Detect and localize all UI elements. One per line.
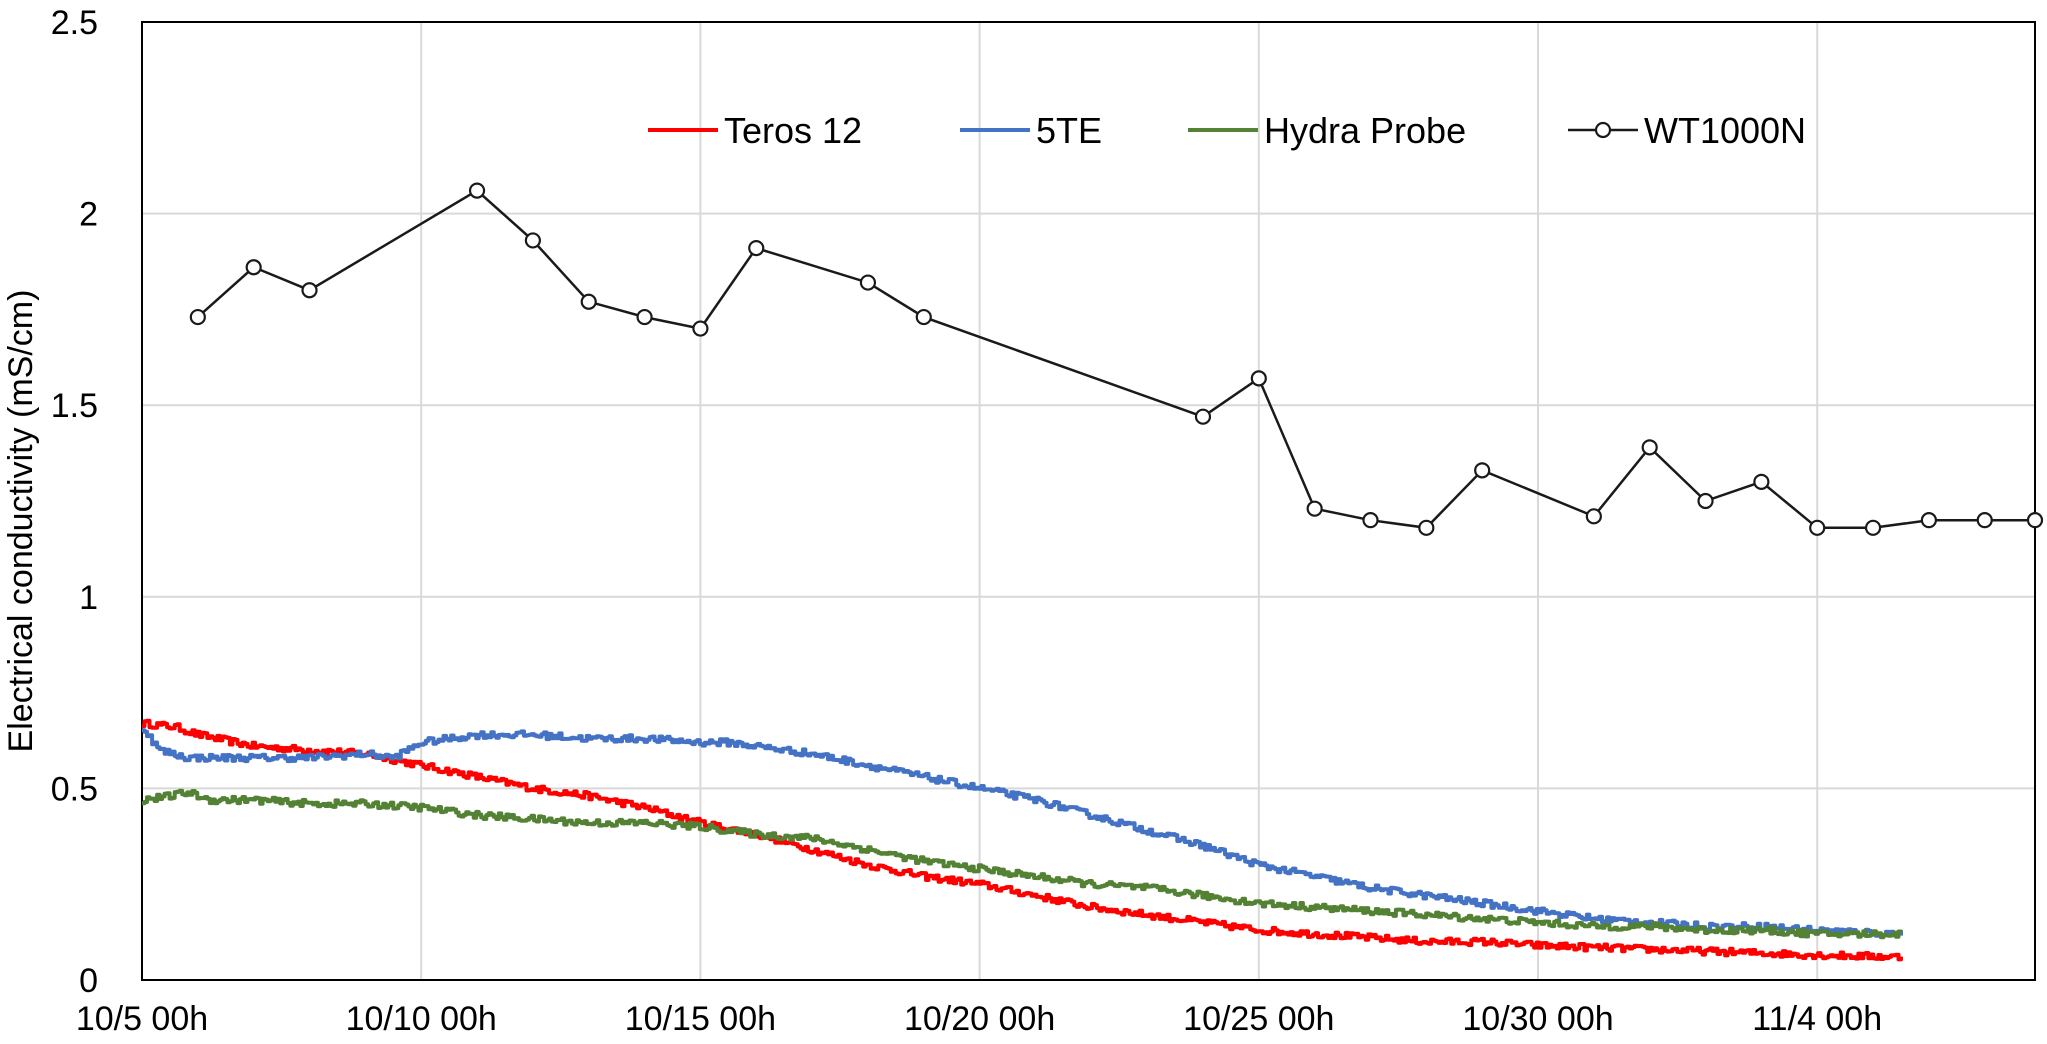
legend-item: 5TE [960,110,1102,151]
data-point [301,282,318,299]
data-point [1306,500,1323,517]
data-point [1194,408,1212,425]
y-axis-title: Electrical conductivity (mS/cm) [2,290,40,753]
x-tick-label: 11/4 00h [1752,1000,1882,1038]
y-axis-ticks: 0 0.5 1 1.5 2 2.5 [51,4,98,1000]
data-point [1753,473,1770,490]
data-point [748,239,765,257]
series-layer [142,182,2044,962]
data-point [1362,512,1379,529]
data-point [580,293,597,310]
series-teros-12 [142,718,1903,962]
data-point [859,274,877,291]
y-tick-label: 2 [79,196,98,234]
data-point [692,320,709,337]
data-point [245,259,262,276]
series-wt1000n [189,182,2044,536]
legend-label: 5TE [1036,110,1102,151]
series-line [196,189,2035,530]
data-point [1641,439,1658,456]
data-point [1250,370,1267,387]
x-tick-label: 10/30 00h [1462,1000,1613,1038]
data-point [915,308,932,326]
data-point [1920,512,1938,529]
legend-label: Hydra Probe [1264,110,1466,151]
legend-marker [1594,121,1612,139]
x-tick-label: 10/5 00h [76,1000,208,1038]
y-tick-label: 0.5 [51,770,98,808]
series-line [142,728,1903,938]
legend-item: Teros 12 [648,110,862,151]
x-tick-label: 10/25 00h [1183,1000,1334,1038]
data-point [524,232,541,249]
data-point [1864,519,1882,536]
y-tick-label: 0 [79,962,98,1000]
data-point [189,308,206,326]
legend-item: Hydra Probe [1188,110,1466,151]
legend-item: WT1000N [1568,110,1806,151]
series-5te [142,728,1903,938]
series-hydra-probe [142,788,1903,940]
data-point [636,308,653,326]
y-tick-label: 1 [79,579,98,617]
y-tick-label: 2.5 [51,4,98,42]
data-point [1418,519,1435,536]
data-point [1474,462,1491,479]
x-tick-label: 10/15 00h [625,1000,776,1038]
series-line [142,718,1903,962]
legend-label: Teros 12 [724,110,862,151]
data-point [1585,508,1602,525]
data-point [1809,519,1826,536]
x-tick-label: 10/20 00h [904,1000,1055,1038]
x-tick-label: 10/10 00h [346,1000,497,1038]
data-point [2026,512,2044,529]
plot-area-border [141,21,2036,981]
data-point [1697,492,1714,510]
series-line [142,788,1903,940]
y-tick-label: 1.5 [51,387,98,425]
x-axis-ticks: 10/5 00h 10/10 00h 10/15 00h 10/20 00h 10/25… [76,1000,1882,1038]
legend-label: WT1000N [1644,110,1806,151]
legend: Teros 12 5TE Hydra Probe WT1000N [648,110,1806,151]
data-point [468,182,486,199]
data-point [1976,512,1993,529]
grid-lines [141,21,2035,981]
